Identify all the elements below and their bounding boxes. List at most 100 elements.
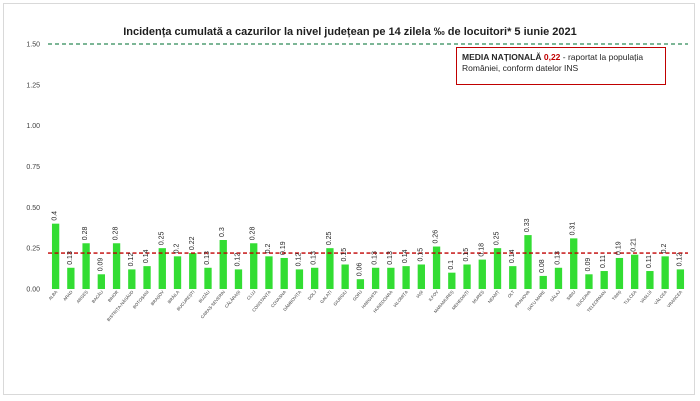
x-tick-label: VRANCEA (666, 289, 683, 308)
x-tick-label: GIURGIU (332, 289, 348, 306)
bar-value-label: 0.13 (387, 251, 394, 265)
bar-value-label: 0.28 (82, 227, 89, 241)
x-tick-label: VÂLCEA (653, 289, 668, 305)
bar-value-label: 0.15 (341, 248, 348, 262)
x-tick-label: MUREȘ (471, 289, 485, 304)
bar-value-label: 0.31 (570, 222, 577, 236)
bar-value-label: 0.09 (585, 258, 592, 272)
bar (311, 267, 319, 289)
bar-value-label: 0.06 (356, 262, 363, 276)
x-tick-label: TULCEA (623, 289, 638, 305)
bar-value-label: 0.28 (113, 227, 120, 241)
bar-value-label: 0.13 (372, 251, 379, 265)
bar (448, 272, 456, 289)
bar-value-label: 0.14 (143, 249, 150, 263)
x-tick-label: IAȘI (415, 289, 424, 298)
bar-value-label: 0.13 (67, 251, 74, 265)
x-tick-label: ARGEȘ (75, 289, 89, 304)
bar (600, 271, 608, 289)
bar-value-label: 0.22 (189, 236, 196, 250)
bar-value-label: 0.2 (265, 243, 272, 253)
bar (295, 269, 304, 289)
bar-value-label: 0.12 (128, 253, 135, 267)
bar (554, 267, 563, 289)
x-tick-label: BIHOR (107, 289, 120, 303)
bar (646, 271, 654, 289)
bar-value-label: 0.26 (433, 230, 440, 244)
national-average-value: 0,22 (543, 52, 561, 62)
bar-value-label: 0.12 (676, 253, 683, 267)
x-tick-label: BUZĂU (198, 289, 211, 303)
x-tick-label: BRĂILA (167, 289, 181, 304)
bar (250, 243, 258, 289)
bar-value-label: 0.11 (646, 255, 653, 268)
x-tick-label: ARAD (62, 289, 74, 301)
bar (189, 253, 197, 289)
x-tick-label: NEAMȚ (487, 289, 501, 304)
bar (371, 267, 380, 289)
chart-title: Incidența cumulată a cazurilor la nivel … (123, 26, 577, 38)
bar-value-label: 0.12 (295, 253, 302, 267)
bar-value-label: 0.15 (463, 248, 470, 262)
bar (402, 266, 410, 289)
bar-value-label: 0.14 (509, 249, 516, 263)
bar (676, 269, 685, 289)
bar-value-label: 0.12 (234, 253, 241, 267)
bar-value-label: 0.14 (402, 249, 409, 263)
bar-value-label: 0.09 (97, 258, 104, 272)
x-tick-label: ILFOV (428, 289, 440, 302)
bar-value-label: 0.19 (615, 241, 622, 255)
bar (585, 274, 593, 289)
bar (82, 243, 90, 289)
bar-value-label: 0.28 (250, 227, 257, 241)
bar (478, 259, 486, 289)
bar (158, 248, 166, 289)
x-tick-label: ALBA (47, 289, 58, 301)
bar (524, 235, 532, 289)
bar (173, 256, 182, 289)
bar (661, 256, 669, 289)
bar-value-label: 0.33 (524, 218, 531, 232)
x-tick-label: SĂLAJ (549, 289, 561, 302)
bar-value-label: 0.18 (478, 243, 485, 257)
value-labels-group: 0.4 0.13 0.28 0.09 0.28 0.12 0.14 0.25 0.2 0.22 0.… (52, 211, 684, 276)
bar (97, 274, 105, 289)
national-average-box: MEDIA NAȚIONALĂ 0,22 - raportat la popul… (456, 47, 666, 85)
bar-value-label: 0.2 (174, 243, 181, 253)
bar (615, 257, 624, 289)
bar-value-label: 0.08 (539, 259, 546, 273)
bar (280, 257, 288, 289)
bar (234, 269, 243, 289)
x-tick-label: BOTOȘANI (132, 289, 150, 309)
chart-frame (3, 3, 695, 395)
bar (265, 256, 273, 289)
y-tick-label: 1.50 (26, 42, 40, 49)
x-tick-label: CLUJ (246, 289, 257, 300)
bar-value-label: 0.25 (326, 231, 333, 245)
bar (387, 267, 395, 289)
bar (112, 243, 121, 289)
bar-value-label: 0.13 (204, 251, 211, 265)
bar-value-label: 0.1 (448, 260, 455, 270)
bar (356, 279, 365, 289)
bar (509, 266, 517, 289)
bar (204, 267, 212, 289)
bar (51, 223, 60, 289)
x-tick-label: BACĂU (91, 289, 104, 304)
x-tick-label: GALAȚI (319, 289, 333, 304)
bar-value-label: 0.11 (600, 255, 607, 268)
bar-value-label: 0.21 (631, 238, 638, 252)
x-tick-label: GORJ (352, 289, 364, 301)
bar (539, 275, 547, 289)
bar (463, 264, 471, 289)
bar-value-label: 0.2 (661, 243, 668, 253)
x-axis-labels-group: ALBA ARAD ARGEȘ BACĂU BIHORBISTRIȚA-NĂSĂUDBO… (47, 289, 683, 322)
y-tick-label: 1.00 (26, 123, 40, 130)
national-average-label: MEDIA NAȚIONALĂ (462, 52, 542, 62)
y-tick-label: 0.75 (26, 164, 40, 171)
national-average-note: - raportat la populația României, confor… (462, 52, 644, 74)
bar (493, 248, 502, 289)
bar-value-label: 0.25 (494, 231, 501, 245)
y-axis: 0.00 0.25 0.50 0.75 1.00 1.25 1.50 (26, 42, 40, 294)
